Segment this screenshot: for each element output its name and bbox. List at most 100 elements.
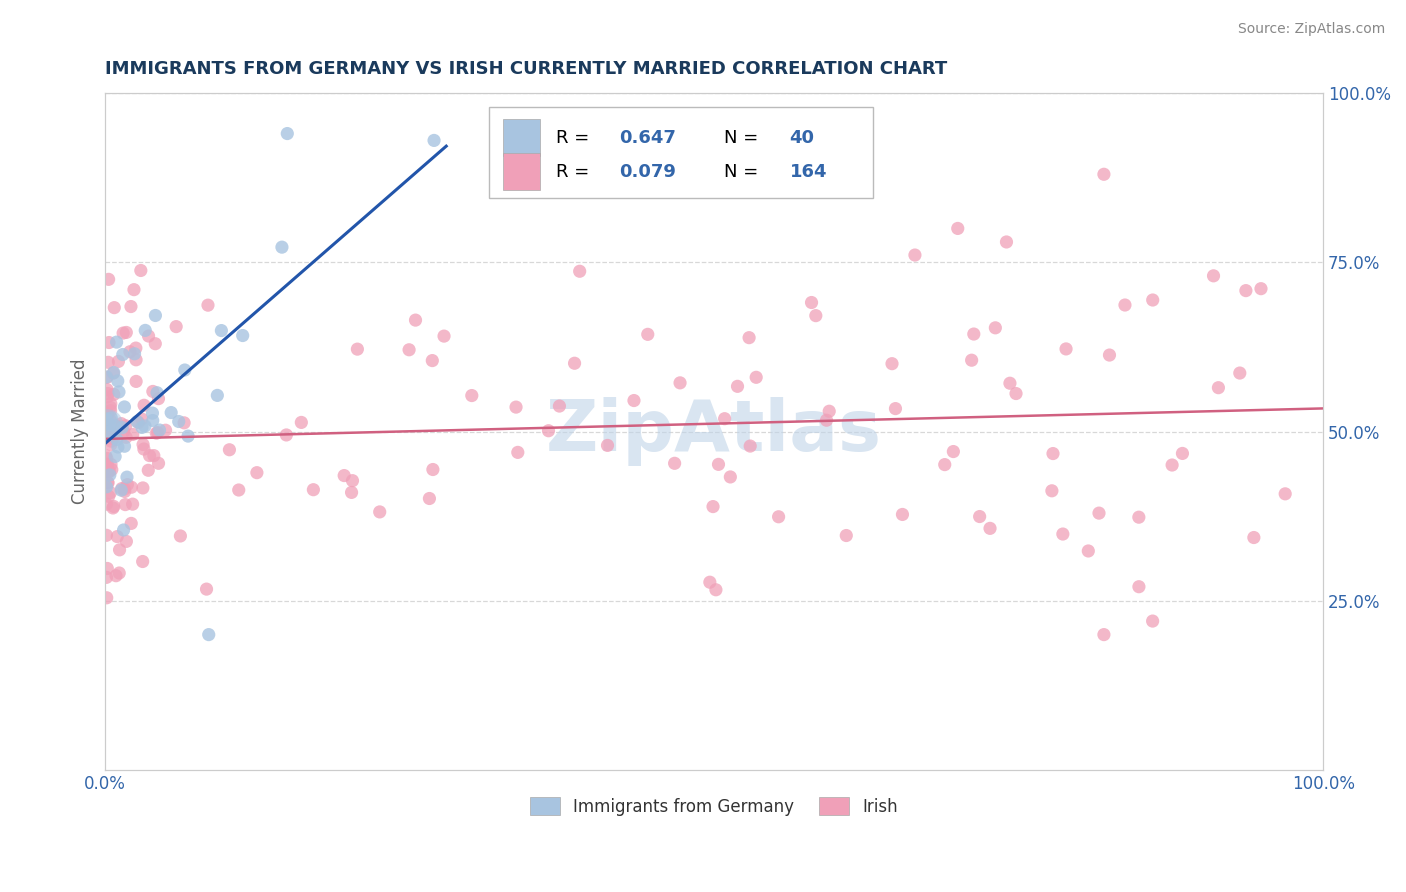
Point [121,427,143,442]
Point [132,442,155,456]
Point [104,418,127,433]
Point [195,582,218,596]
Point [704,582,727,597]
Point [246,466,269,480]
Point [173,416,195,430]
Point [97,355,120,369]
Point [718,470,741,484]
Point [97,272,120,286]
Point [537,424,560,438]
Point [97,425,120,439]
Point [118,344,141,359]
Point [228,483,250,497]
Point [100,458,122,472]
Point [880,357,903,371]
Point [103,387,125,401]
Point [699,575,721,590]
Point [96,412,118,426]
Point [94,449,117,463]
Point [105,530,128,544]
Point [100,411,122,425]
Point [114,418,136,433]
Point [398,343,420,357]
Point [111,482,134,496]
Point [120,516,142,531]
Point [107,419,129,434]
Point [505,400,527,414]
Point [97,489,120,503]
Point [506,445,529,459]
Point [138,449,160,463]
Point [1229,366,1251,380]
Point [740,439,762,453]
Point [112,425,135,439]
FancyBboxPatch shape [503,153,540,190]
Point [1128,580,1150,594]
Text: N =: N = [724,129,763,147]
Point [1243,531,1265,545]
Point [420,353,443,368]
Point [131,554,153,568]
Point [131,412,153,426]
Point [669,376,692,390]
Point [664,456,686,470]
Point [146,425,169,440]
Point [800,295,823,310]
Point [111,347,134,361]
Point [1042,446,1064,460]
Point [103,366,125,380]
Point [738,331,761,345]
Point [115,326,138,340]
Text: 0.079: 0.079 [619,163,676,181]
Point [155,423,177,437]
Point [745,370,768,384]
Point [129,263,152,277]
FancyBboxPatch shape [489,106,873,198]
Point [232,328,254,343]
Point [1114,298,1136,312]
Text: Source: ZipAtlas.com: Source: ZipAtlas.com [1237,22,1385,37]
Point [1088,506,1111,520]
Point [207,388,229,402]
Point [125,375,148,389]
Point [103,432,125,446]
Point [637,327,659,342]
Point [96,370,118,384]
Text: 40: 40 [790,129,814,147]
Point [1234,284,1257,298]
Point [568,264,591,278]
Point [423,133,446,147]
Point [110,483,132,497]
Point [132,398,155,412]
Point [276,127,298,141]
Point [114,498,136,512]
Point [1208,381,1230,395]
Point [218,442,240,457]
Point [165,319,187,334]
Point [105,568,128,582]
Point [120,480,142,494]
Point [342,474,364,488]
Point [98,417,121,432]
Point [115,534,138,549]
Point [114,400,136,414]
Point [127,415,149,429]
Point [96,383,118,397]
Point [97,465,120,479]
Text: ZipAtlas: ZipAtlas [546,397,882,466]
Point [112,523,135,537]
Point [1052,527,1074,541]
Point [1092,627,1115,641]
Point [96,408,118,422]
Point [127,416,149,430]
Point [96,407,118,421]
Point [96,457,118,471]
Point [132,437,155,451]
Point [98,417,121,432]
Point [108,566,131,580]
Point [134,323,156,337]
Point [173,363,195,377]
Point [100,403,122,417]
Point [97,424,120,438]
Point [112,482,135,496]
